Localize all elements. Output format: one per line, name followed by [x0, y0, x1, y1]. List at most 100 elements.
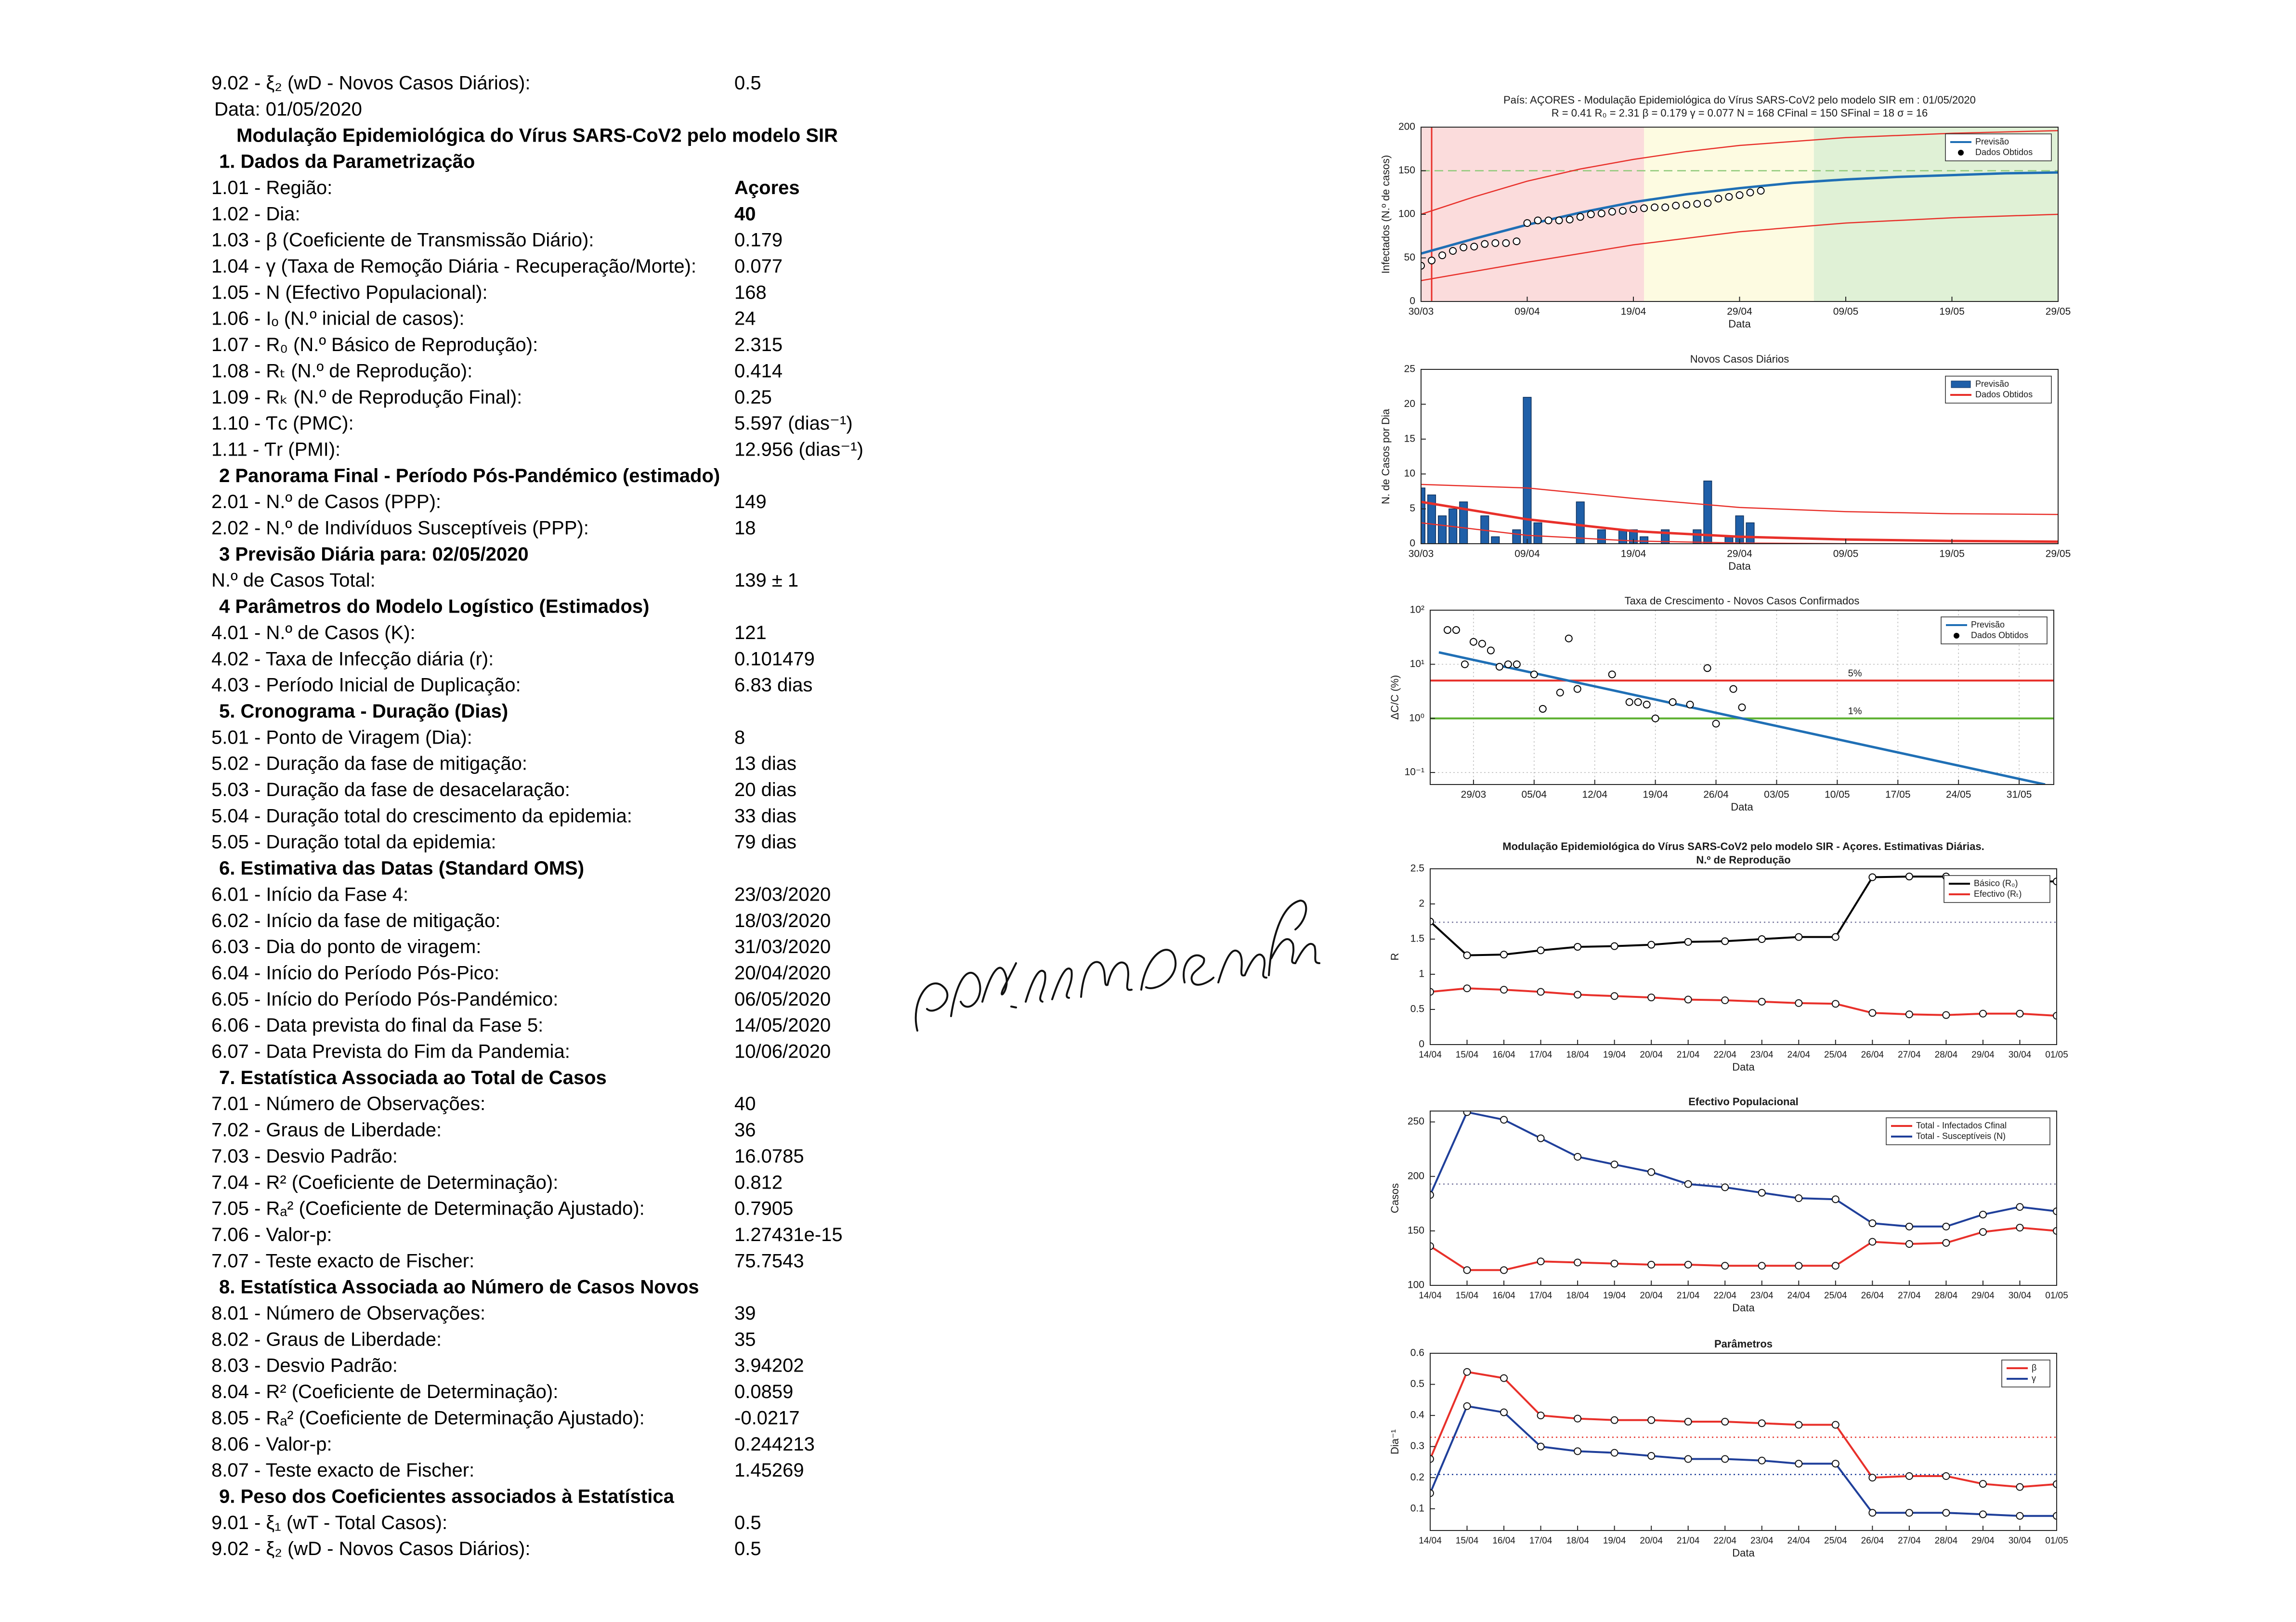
row-value: 0.0859: [734, 1381, 793, 1402]
bar: [1427, 494, 1436, 544]
data-point: [1669, 698, 1677, 706]
y-tick-label: 10¹: [1410, 658, 1424, 669]
data-point: [1452, 626, 1460, 634]
data-point: [1449, 247, 1457, 255]
data-point: [1831, 1195, 1839, 1203]
x-tick-label: 01/05: [2045, 1050, 2068, 1060]
data-point: [1758, 1456, 1766, 1465]
series-line: [1430, 1371, 2057, 1488]
row-label: 1.06 - Iₒ (N.º inicial de casos):: [211, 308, 464, 329]
data-point: [1795, 1194, 1803, 1202]
row-label: 6.07 - Data Prevista do Fim da Pandemia:: [211, 1041, 570, 1062]
row-value: 33 dias: [734, 805, 796, 826]
data-point: [1574, 991, 1582, 999]
data-point: [1905, 1240, 1913, 1248]
chart-title: País: AÇORES - Modulação Epidemiológica …: [1503, 94, 1976, 106]
row-value: 06/05/2020: [734, 989, 831, 1010]
row-label: N.º de Casos Total:: [211, 570, 376, 591]
row-label: 2.02 - N.º de Indivíduos Susceptíveis (P…: [211, 518, 589, 539]
plot-area: [1430, 610, 2054, 785]
x-tick-label: 09/05: [1833, 306, 1859, 317]
row-value: 18: [734, 518, 756, 539]
row-value: 3.94202: [734, 1355, 804, 1376]
row-label: 7.02 - Graus de Liberdade:: [211, 1120, 442, 1141]
axes-frame: [1430, 868, 2057, 1045]
y-tick-label: 0.5: [1410, 1004, 1424, 1015]
x-tick-label: 16/04: [1492, 1536, 1515, 1546]
data-point: [1831, 933, 1839, 941]
x-tick-label: 21/04: [1677, 1536, 1700, 1546]
data-point: [1795, 1460, 1803, 1468]
data-point: [1647, 1261, 1656, 1269]
y-tick-label: 250: [1408, 1116, 1424, 1127]
data-point: [1430, 1455, 1434, 1463]
legend-box: [1945, 376, 2052, 404]
x-tick-label: 19/04: [1643, 789, 1668, 800]
data-point: [1672, 201, 1680, 209]
row-value: 8: [734, 727, 745, 748]
legend-label: Total - Susceptíveis (N): [1916, 1131, 2006, 1141]
y-tick-label: 10²: [1410, 604, 1424, 615]
y-tick-label: 2: [1419, 898, 1424, 909]
data-point: [2053, 1227, 2057, 1235]
row-value: 0.244213: [734, 1434, 815, 1455]
row-value: 0.5: [734, 1512, 761, 1533]
series-line: [1421, 130, 2058, 215]
data-point: [1500, 1374, 1508, 1382]
section-heading: 7. Estatística Associada ao Total de Cas…: [219, 1067, 607, 1088]
data-point: [1500, 1266, 1508, 1274]
data-point: [1758, 1262, 1766, 1270]
chart-title: Parâmetros: [1714, 1338, 1773, 1350]
y-tick-label: 0.5: [1410, 1378, 1424, 1389]
x-tick-label: 12/04: [1582, 789, 1607, 800]
section-heading: 3 Previsão Diária para: 02/05/2020: [219, 544, 529, 565]
x-tick-label: 26/04: [1861, 1536, 1884, 1546]
y-tick-label: 100: [1398, 209, 1415, 220]
row-label: 7.03 - Desvio Padrão:: [211, 1146, 398, 1167]
data-point: [1574, 943, 1582, 951]
y-tick-label: 2.5: [1410, 863, 1424, 874]
data-point: [1683, 201, 1691, 209]
row-value: 168: [734, 282, 767, 303]
data-point: [1979, 1009, 1987, 1018]
legend-box: [1945, 133, 2052, 161]
data-point: [1831, 1460, 1839, 1468]
data-point: [1537, 946, 1545, 955]
data-point: [2053, 1480, 2057, 1488]
row-label: 5.02 - Duração da fase de mitigação:: [211, 753, 527, 774]
row-value: -0.0217: [734, 1407, 800, 1428]
x-tick-label: 24/04: [1787, 1291, 1811, 1301]
data-point: [1684, 995, 1692, 1004]
data-point: [1574, 1447, 1582, 1455]
row-label: 8.03 - Desvio Padrão:: [211, 1355, 398, 1376]
row-label: 2.01 - N.º de Casos (PPP):: [211, 491, 441, 512]
y-tick-label: 5: [1409, 503, 1415, 514]
legend-label: Dados Obtidos: [1975, 390, 2033, 399]
data-point: [1530, 670, 1538, 679]
data-point: [1463, 984, 1471, 993]
row-label: 1.02 - Dia:: [211, 203, 300, 224]
axes-frame: [1430, 1353, 2057, 1531]
row-value: 2.315: [734, 334, 783, 355]
y-tick-label: 50: [1404, 252, 1415, 263]
reference-label: 1%: [1848, 706, 1862, 717]
data-point: [1500, 986, 1508, 994]
data-point: [1625, 698, 1633, 706]
x-tick-label: 17/05: [1885, 789, 1911, 800]
y-axis-label: Casos: [1389, 1183, 1401, 1213]
data-point: [1502, 239, 1510, 247]
data-point: [1651, 203, 1659, 211]
y-tick-label: 10: [1404, 468, 1415, 479]
legend-box: [1886, 1117, 2050, 1145]
x-tick-label: 17/04: [1529, 1050, 1552, 1060]
row-value: 0.5: [734, 73, 761, 94]
row-value: 0.101479: [734, 648, 815, 669]
section-heading: 4 Parâmetros do Modelo Logístico (Estima…: [219, 596, 649, 617]
series-line: [1421, 484, 2058, 515]
legend-label: Previsão: [1971, 620, 2005, 629]
y-tick-label: 0.2: [1410, 1472, 1424, 1483]
x-tick-label: 24/04: [1787, 1536, 1811, 1546]
row-label: 1.04 - γ (Taxa de Remoção Diária - Recup…: [211, 256, 696, 277]
x-tick-label: 01/05: [2045, 1291, 2068, 1301]
